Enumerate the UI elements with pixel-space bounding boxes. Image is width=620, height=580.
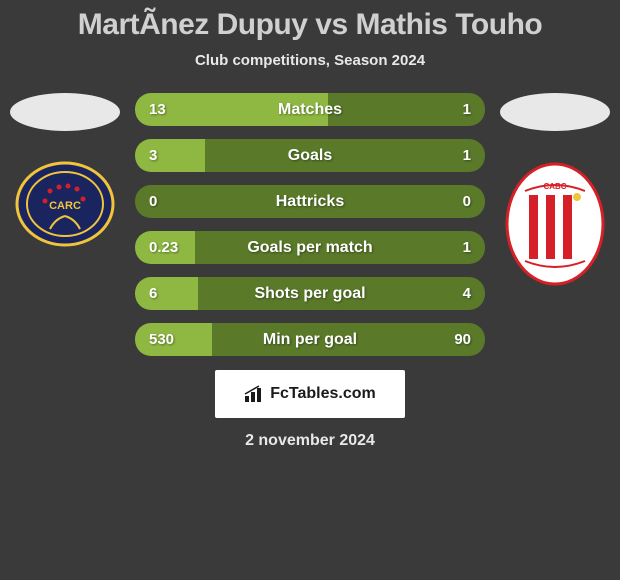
cabc-badge-icon: CABC bbox=[505, 161, 605, 287]
stats-column: 13 Matches 1 3 Goals 1 0 Hattricks 0 0.2… bbox=[135, 93, 485, 356]
player-photo-left bbox=[10, 93, 120, 131]
left-side: CARC bbox=[5, 93, 125, 247]
stat-label: Shots per goal bbox=[135, 285, 485, 303]
svg-text:CABC: CABC bbox=[543, 182, 566, 191]
stat-label: Goals bbox=[135, 147, 485, 165]
stat-right-value: 1 bbox=[463, 101, 471, 118]
stat-label: Goals per match bbox=[135, 239, 485, 257]
comparison-card: MartÃ­nez Dupuy vs Mathis Touho Club com… bbox=[0, 0, 620, 450]
stat-row-goals-per-match: 0.23 Goals per match 1 bbox=[135, 231, 485, 264]
stat-right-value: 4 bbox=[463, 285, 471, 302]
club-badge-left: CARC bbox=[15, 161, 115, 247]
player-photo-right bbox=[500, 93, 610, 131]
club-badge-right: CABC bbox=[505, 161, 605, 287]
stat-row-matches: 13 Matches 1 bbox=[135, 93, 485, 126]
stat-right-value: 1 bbox=[463, 239, 471, 256]
stat-row-shots-per-goal: 6 Shots per goal 4 bbox=[135, 277, 485, 310]
footer-site-text: FcTables.com bbox=[270, 385, 376, 403]
stat-label: Hattricks bbox=[135, 193, 485, 211]
stat-row-min-per-goal: 530 Min per goal 90 bbox=[135, 323, 485, 356]
carc-badge-icon: CARC bbox=[15, 161, 115, 247]
subtitle: Club competitions, Season 2024 bbox=[0, 52, 620, 69]
svg-text:CARC: CARC bbox=[49, 200, 81, 212]
stat-right-value: 90 bbox=[454, 331, 471, 348]
stat-row-goals: 3 Goals 1 bbox=[135, 139, 485, 172]
stat-right-value: 1 bbox=[463, 147, 471, 164]
stat-row-hattricks: 0 Hattricks 0 bbox=[135, 185, 485, 218]
stat-label: Matches bbox=[135, 101, 485, 119]
main-row: CARC 13 Matches 1 3 Goals 1 0 H bbox=[0, 93, 620, 356]
footer-attribution: FcTables.com bbox=[215, 370, 405, 418]
right-side: CABC bbox=[495, 93, 615, 287]
stat-right-value: 0 bbox=[463, 193, 471, 210]
footer-date: 2 november 2024 bbox=[0, 432, 620, 450]
page-title: MartÃ­nez Dupuy vs Mathis Touho bbox=[0, 8, 620, 42]
fctables-logo: FcTables.com bbox=[244, 385, 376, 403]
stat-label: Min per goal bbox=[135, 331, 485, 349]
chart-icon bbox=[244, 385, 266, 403]
